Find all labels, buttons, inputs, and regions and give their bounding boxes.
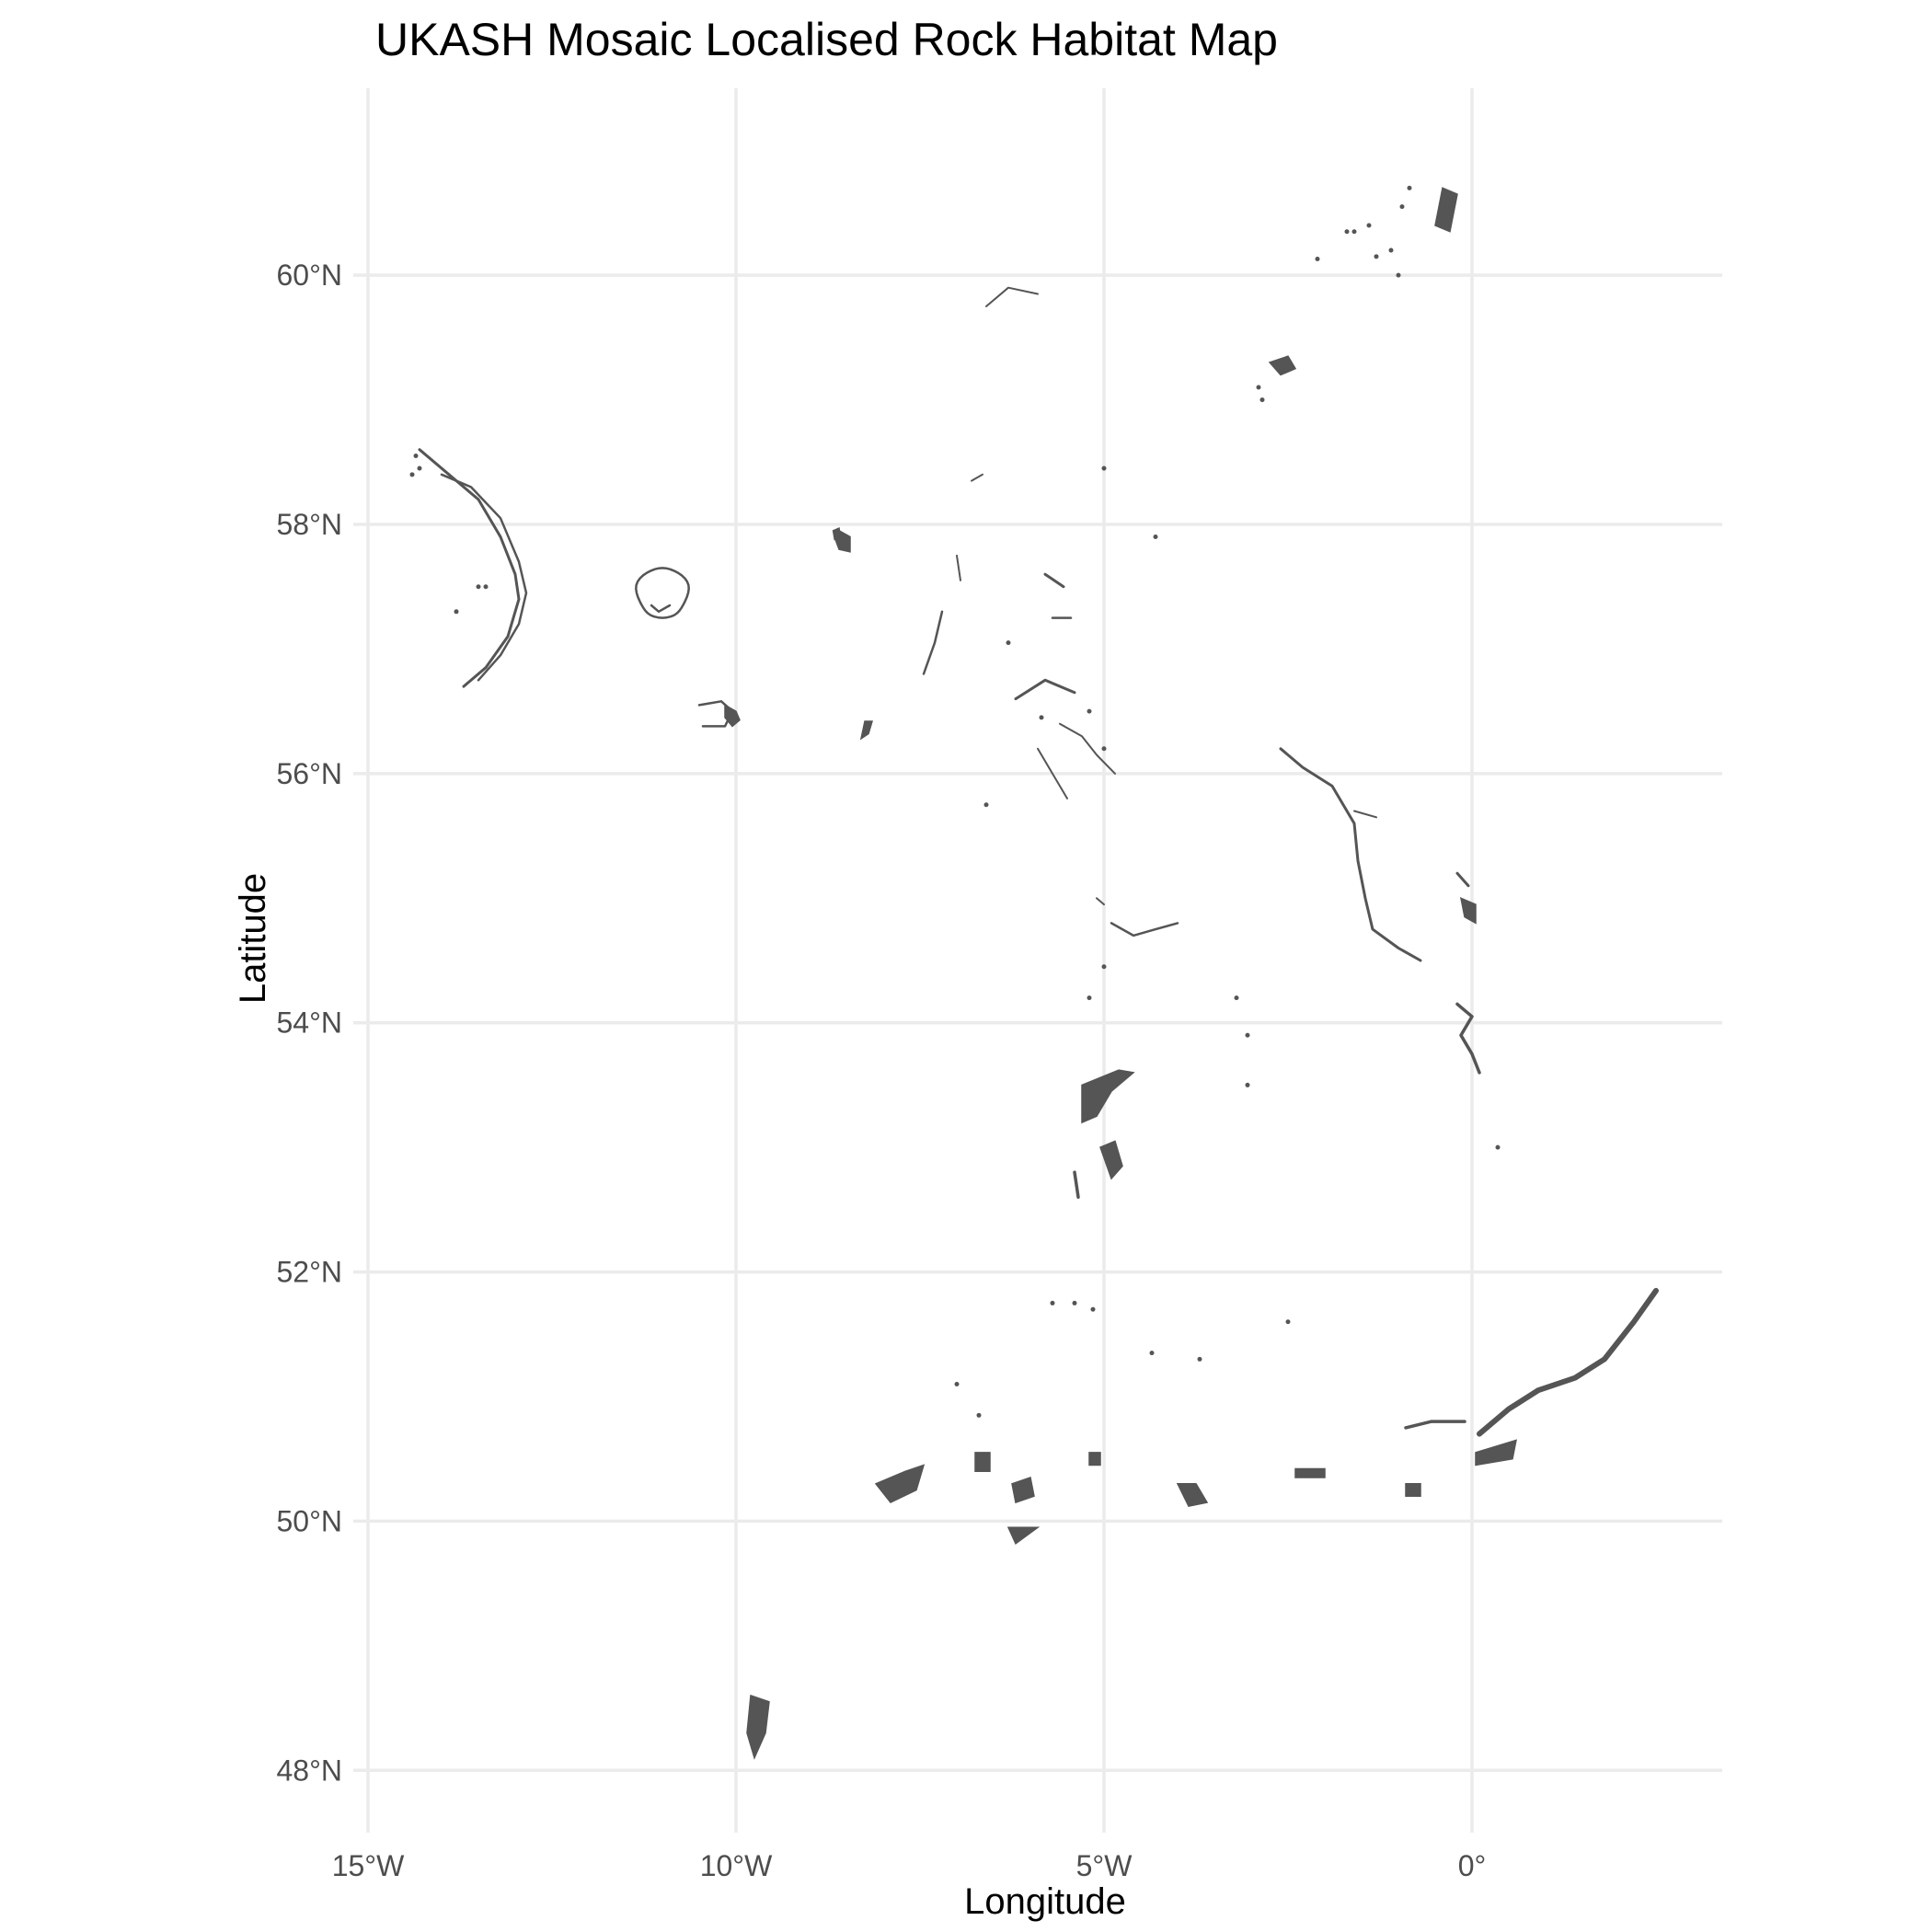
- irish-sea-points: [1234, 995, 1239, 1001]
- anton-dohrn-ring: [635, 567, 690, 619]
- orkney-patch: [1268, 355, 1297, 376]
- west-scotland-points: [1087, 708, 1092, 714]
- clyde-line-2: [1037, 747, 1068, 799]
- haig-fras-patch: [874, 1464, 926, 1504]
- y-tick-label: 56°N: [277, 757, 343, 790]
- dover-block: [1475, 1439, 1517, 1466]
- anton-dohrn-inner: [650, 604, 672, 614]
- x-tick-label: 10°W: [700, 1849, 773, 1882]
- rockall-points: [417, 466, 422, 471]
- y-tick-label: 58°N: [277, 508, 343, 541]
- st-kilda-highlight: [832, 527, 842, 541]
- rockall-arc-inner: [440, 473, 528, 682]
- channel-block-2: [1405, 1483, 1421, 1498]
- lleyn-patch: [1099, 1140, 1123, 1180]
- grid-lines: [353, 88, 1722, 1833]
- rock-habitat-features: [409, 185, 1659, 1760]
- south-points: [954, 1381, 960, 1386]
- southern-north-sea-band: [1477, 1287, 1659, 1437]
- cardigan-line: [1073, 1170, 1080, 1200]
- dogger-patch: [1459, 897, 1477, 925]
- x-tick-label: 5°W: [1076, 1849, 1133, 1882]
- x-axis-title: Longitude: [964, 1881, 1126, 1922]
- orkney-points: [1259, 397, 1265, 403]
- west-scotland-points: [1101, 746, 1107, 752]
- rockall-points: [454, 609, 459, 615]
- south-points: [1072, 1300, 1077, 1305]
- x-tick-label: 15°W: [332, 1849, 405, 1882]
- south-points: [1050, 1300, 1055, 1305]
- east-rockall-highlight: [859, 720, 874, 741]
- orkney-points: [1256, 385, 1261, 390]
- geikie-highlight: [724, 704, 741, 728]
- rockall-points: [409, 472, 415, 477]
- south-points: [1285, 1319, 1291, 1325]
- y-tick-label: 60°N: [277, 259, 343, 292]
- irish-sea-points: [1495, 1144, 1501, 1150]
- shetland-points: [1351, 229, 1357, 235]
- west-scotland-points: [983, 802, 989, 808]
- west-scotland-points: [1153, 535, 1158, 540]
- x-tick-label: 0°: [1458, 1849, 1487, 1882]
- shetland-points: [1366, 223, 1372, 228]
- south-west-patch: [746, 1694, 770, 1760]
- irish-sea-points: [1087, 995, 1092, 1001]
- y-axis-title: Latitude: [233, 873, 273, 1004]
- rockall-points: [483, 584, 489, 590]
- humber-line: [1455, 1002, 1481, 1075]
- dogger-line: [1455, 871, 1470, 888]
- irish-sea-points: [1245, 1032, 1250, 1038]
- solway-line: [1110, 922, 1179, 937]
- minch-patch: [1043, 572, 1065, 589]
- shetland-points: [1396, 272, 1401, 278]
- lands-end-patch: [1011, 1477, 1035, 1504]
- irish-sea-points: [1101, 964, 1107, 970]
- rockall-points: [476, 584, 481, 590]
- isles-of-scilly-block: [974, 1452, 991, 1473]
- west-scotland-points: [1101, 466, 1107, 471]
- south-points: [976, 1412, 982, 1418]
- chart-title: UKASH Mosaic Localised Rock Habitat Map: [375, 14, 1278, 65]
- minch-line: [971, 473, 983, 482]
- hebrides-line-2: [956, 554, 961, 581]
- shetland-points: [1399, 204, 1405, 210]
- tick-labels: 15°W 10°W 5°W 0° 48°N 50°N 52°N 54°N 56°N 58°N 60°…: [277, 259, 1487, 1882]
- west-scotland-points: [1039, 715, 1044, 720]
- anglesey-patch: [1081, 1069, 1135, 1124]
- channel-block: [1294, 1467, 1326, 1478]
- south-points: [1197, 1356, 1202, 1362]
- lizard-patch: [1006, 1526, 1041, 1545]
- irish-sea-points: [1245, 1082, 1250, 1087]
- shetland-points: [1315, 257, 1320, 262]
- hebrides-line: [922, 610, 944, 675]
- y-tick-label: 50°N: [277, 1504, 343, 1537]
- shetland-east-block: [1434, 187, 1458, 233]
- highlight-features: [724, 527, 874, 741]
- shetland-points: [1388, 247, 1394, 253]
- cornwall-block: [1088, 1452, 1101, 1466]
- north-shelf-line: [985, 286, 1039, 307]
- shetland-points: [1407, 185, 1412, 190]
- south-points: [1149, 1351, 1155, 1356]
- east-coast-line: [1279, 747, 1422, 962]
- y-tick-label: 52°N: [277, 1256, 343, 1289]
- west-scotland-points: [1006, 640, 1011, 646]
- south-points: [1090, 1306, 1096, 1312]
- shetland-points: [1344, 229, 1350, 235]
- rockall-points: [413, 454, 419, 459]
- sussex-line: [1404, 1420, 1466, 1430]
- irish-sea-line: [1096, 897, 1105, 906]
- mull-lines: [1014, 678, 1076, 701]
- farne-line: [1353, 810, 1377, 819]
- clyde-line: [1059, 722, 1116, 775]
- y-tick-label: 54°N: [277, 1006, 343, 1040]
- shetland-points: [1374, 254, 1379, 259]
- y-tick-label: 48°N: [277, 1754, 343, 1787]
- lyme-bay-patch: [1176, 1483, 1209, 1508]
